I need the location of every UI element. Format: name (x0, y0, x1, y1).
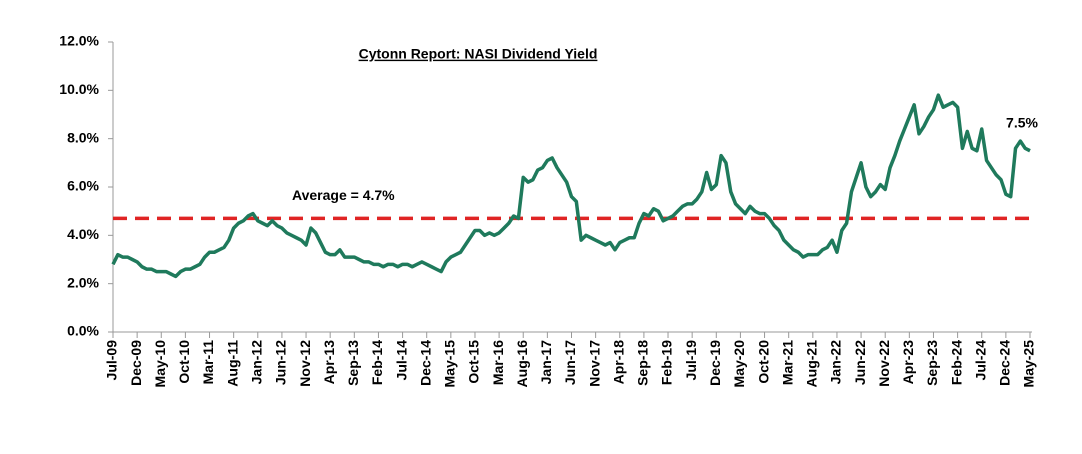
y-tick-label: 4.0% (67, 226, 99, 242)
x-tick-label: Feb-24 (948, 340, 964, 385)
x-tick-label: Aug-16 (514, 340, 530, 388)
x-tick-label: Feb-14 (369, 340, 385, 385)
x-tick-label: Dec-09 (128, 340, 144, 386)
x-tick-label: Sep-13 (345, 340, 361, 386)
x-tick-label: Mar-11 (200, 340, 216, 385)
x-tick-label: Jan-17 (538, 340, 554, 385)
x-tick-label: May-25 (1021, 340, 1037, 388)
x-tick-label: Dec-19 (707, 340, 723, 386)
x-tick-label: Aug-21 (804, 340, 820, 388)
x-tick-label: Jul-09 (104, 340, 120, 381)
x-tick-label: May-20 (731, 340, 747, 388)
x-tick-label: Nov-22 (876, 340, 892, 387)
data-line (111, 93, 1031, 279)
average-label: Average = 4.7% (292, 187, 395, 203)
x-tick-label: Apr-13 (321, 340, 337, 385)
x-tick-label: Jun-22 (852, 340, 868, 385)
x-tick-label: Nov-12 (297, 340, 313, 387)
x-tick-label: Dec-24 (997, 340, 1013, 386)
y-tick-label: 12.0% (59, 33, 99, 49)
x-tick-label: Jun-12 (273, 340, 289, 385)
x-tick-label: Jul-24 (972, 340, 988, 381)
x-tick-label: Sep-23 (924, 340, 940, 386)
x-tick-label: Apr-23 (900, 340, 916, 385)
chart-title: Cytonn Report: NASI Dividend Yield (359, 46, 598, 62)
x-tick-label: Jun-17 (562, 340, 578, 385)
x-tick-label: Mar-21 (779, 340, 795, 385)
x-tick-label: Dec-14 (417, 340, 433, 386)
x-tick-label: Mar-16 (490, 340, 506, 385)
x-tick-label: Oct-15 (466, 340, 482, 384)
x-tick-label: May-15 (442, 340, 458, 388)
x-tick-label: Sep-18 (635, 340, 651, 386)
x-tick-label: Jul-19 (683, 340, 699, 381)
x-tick-label: May-10 (152, 340, 168, 388)
x-tick-label: Oct-10 (176, 340, 192, 384)
x-tick-label: Jan-22 (828, 340, 844, 385)
x-tick-label: Jul-14 (393, 340, 409, 381)
x-tick-label: Feb-19 (659, 340, 675, 385)
x-tick-label: Nov-17 (586, 340, 602, 387)
x-tick-label: Jan-12 (248, 340, 264, 385)
y-tick-label: 8.0% (67, 129, 99, 145)
data-label: 7.5% (1006, 114, 1038, 130)
x-tick-label: Apr-18 (610, 340, 626, 385)
y-tick-label: 10.0% (59, 81, 99, 97)
x-tick-label: Aug-11 (224, 340, 240, 387)
y-tick-label: 6.0% (67, 178, 99, 194)
x-tick-label: Oct-20 (755, 340, 771, 384)
y-tick-label: 0.0% (67, 323, 99, 339)
y-tick-label: 2.0% (67, 274, 99, 290)
